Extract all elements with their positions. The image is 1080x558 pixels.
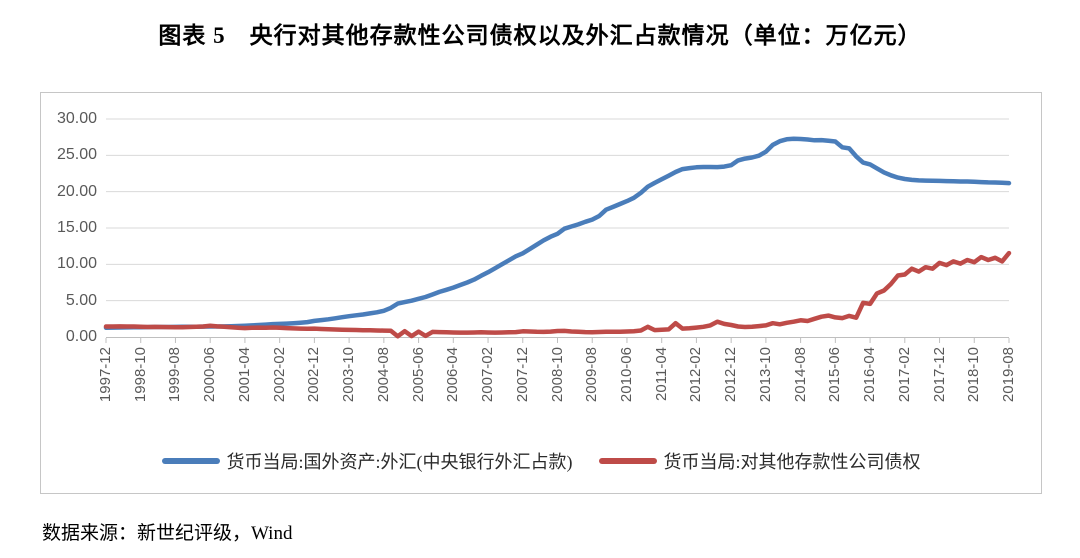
x-tick-label: 2002-12: [305, 347, 323, 403]
x-tick-label: 2008-10: [548, 347, 566, 403]
x-tick-label: 2012-02: [687, 347, 705, 403]
x-tick-label: 2009-08: [583, 347, 601, 403]
x-tick-label: 1999-08: [166, 347, 184, 403]
chart-area: 30.00 25.00 20.00 15.00 10.00 5.00 0.00 1997-1…: [40, 92, 1042, 494]
x-tick-label: 2016-04: [861, 347, 879, 403]
x-tick-label: 2014-08: [791, 347, 809, 403]
y-tick-label: 10.00: [56, 255, 97, 273]
y-tick-label: 25.00: [56, 146, 97, 164]
y-tick-label: 20.00: [56, 182, 97, 200]
x-tick-label: 2004-08: [374, 347, 392, 403]
data-source-note: 数据来源：新世纪评级，Wind: [42, 523, 293, 544]
series-line-1: [103, 250, 1012, 339]
legend-item-0: 货币当局:国外资产:外汇(中央银行外汇占款): [161, 448, 573, 474]
y-tick-label: 5.00: [65, 291, 97, 309]
series-line-0: [103, 136, 1012, 330]
x-tick-label: 2019-08: [1000, 347, 1017, 403]
x-tick-label: 2012-12: [722, 347, 740, 403]
legend-label: 货币当局:国外资产:外汇(中央银行外汇占款): [226, 452, 573, 472]
legend-line-swatch: [161, 458, 220, 464]
x-tick-label: 2000-06: [201, 347, 219, 403]
plot-canvas: [103, 118, 1012, 343]
x-tick-label: 2011-04: [652, 347, 670, 401]
x-tick-label: 2010-06: [617, 347, 635, 403]
x-tick-label: 2003-10: [340, 347, 358, 403]
x-tick-label: 2017-12: [930, 347, 948, 403]
x-tick-label: 2006-04: [444, 347, 462, 403]
x-tick-label: 2001-04: [235, 347, 253, 403]
x-tick-label: 2002-02: [270, 347, 288, 403]
x-tick-label: 2018-10: [965, 347, 983, 403]
x-tick-label: 2013-10: [756, 347, 774, 403]
x-tick-label: 2015-06: [826, 347, 844, 403]
x-tick-label: 2007-12: [513, 347, 531, 403]
x-tick-label: 1997-12: [97, 347, 114, 403]
chart-title: 图表 5 央行对其他存款性公司债权以及外汇占款情况（单位：万亿元）: [158, 23, 922, 48]
x-tick-label: 2017-02: [895, 347, 913, 403]
x-tick-label: 2005-06: [409, 347, 427, 403]
x-tick-label: 2007-02: [479, 347, 497, 403]
chart-legend: 货币当局:国外资产:外汇(中央银行外汇占款) 货币当局:对其他存款性公司债权: [41, 448, 1041, 474]
x-tick-label: 1998-10: [131, 347, 149, 403]
legend-label: 货币当局:对其他存款性公司债权: [663, 452, 921, 472]
y-tick-label: 15.00: [56, 219, 97, 236]
y-tick-label: 0.00: [65, 328, 97, 345]
y-tick-label: 30.00: [56, 110, 97, 127]
legend-item-1: 货币当局:对其他存款性公司债权: [598, 448, 921, 474]
legend-line-swatch: [598, 458, 657, 464]
